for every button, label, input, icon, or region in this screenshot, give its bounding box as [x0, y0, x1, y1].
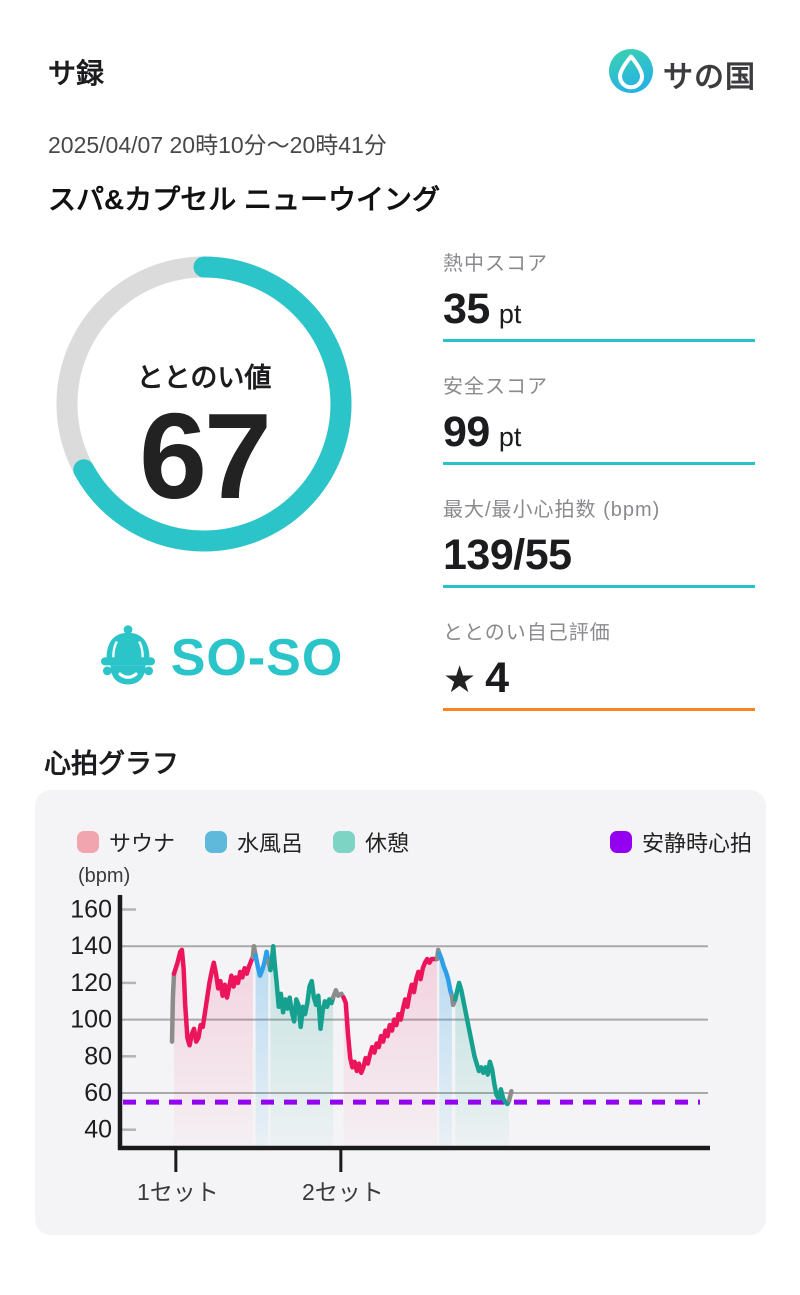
venue-name: スパ&カプセル ニューウイング — [48, 184, 441, 215]
stat-label: 最大/最小心拍数 (bpm) — [443, 499, 661, 521]
stat-label: 安全スコア — [443, 376, 548, 398]
legend-item-sauna: サウナ — [77, 826, 175, 858]
svg-text:(bpm): (bpm) — [78, 865, 130, 887]
totonoi-gauge: ととのい値 67 — [56, 256, 352, 552]
chart-legend: サウナ 水風呂 休憩 安静時心拍 — [77, 826, 752, 858]
svg-text:80: 80 — [84, 1042, 112, 1070]
stat-unit: pt — [498, 299, 522, 329]
svg-text:100: 100 — [70, 1006, 112, 1034]
session-datetime: 2025/04/07 20時10分〜20時41分 — [48, 132, 387, 158]
stat-max-min-hr: 最大/最小心拍数 (bpm) 139/55 — [443, 493, 755, 588]
stat-self-rating: ととのい自己評価 ★ 4 — [443, 616, 755, 711]
gauge-progress-arc — [56, 256, 352, 552]
svg-text:120: 120 — [70, 969, 112, 997]
resting-hr-swatch-icon — [609, 831, 632, 853]
stat-safety-score: 安全スコア 99 pt — [443, 370, 755, 465]
sauna-swatch-icon — [77, 831, 99, 853]
svg-text:40: 40 — [84, 1116, 112, 1144]
stat-value: 4 — [485, 654, 509, 702]
rest-swatch-icon — [333, 831, 356, 853]
stat-label: ととのい自己評価 — [443, 622, 611, 644]
rating-text: SO-SO — [170, 628, 344, 687]
stat-value: 35 — [443, 285, 490, 333]
stat-value: 139/55 — [443, 531, 572, 579]
svg-text:140: 140 — [70, 932, 112, 960]
stat-label: 熱中スコア — [443, 253, 548, 275]
svg-text:2セット: 2セット — [302, 1179, 384, 1205]
gauge-value: 67 — [139, 388, 272, 524]
brand-logo: サの国 — [608, 48, 756, 99]
legend-item-bath: 水風呂 — [205, 826, 303, 858]
svg-text:60: 60 — [84, 1079, 112, 1107]
water-drop-icon — [608, 48, 654, 99]
rating-row: SO-SO — [56, 624, 386, 691]
svg-text:160: 160 — [70, 896, 112, 924]
water-bath-swatch-icon — [205, 831, 228, 853]
heart-rate-chart-panel: サウナ 水風呂 休憩 安静時心拍 1セット 2セット 160 140 120 100 80 6… — [35, 790, 766, 1235]
stat-unit: pt — [498, 422, 522, 452]
svg-text:1セット: 1セット — [137, 1179, 219, 1205]
sauna-hat-face-icon — [99, 624, 157, 691]
gauge-ring — [56, 256, 352, 552]
chart-section-title: 心拍グラフ — [44, 749, 179, 779]
stat-value: 99 — [443, 408, 490, 456]
legend-item-resting-hr: 安静時心拍 — [609, 826, 752, 858]
heart-rate-chart: 1セット 2セット 160 140 120 100 80 60 40 (bpm) — [70, 865, 710, 1205]
gauge-label: ととのい値 — [136, 363, 272, 393]
page-title: サ録 — [48, 58, 105, 89]
brand-name: サの国 — [663, 60, 756, 94]
legend-item-rest: 休憩 — [333, 826, 409, 858]
star-icon: ★ — [443, 659, 477, 700]
stat-heat-score: 熱中スコア 35 pt — [443, 247, 755, 342]
